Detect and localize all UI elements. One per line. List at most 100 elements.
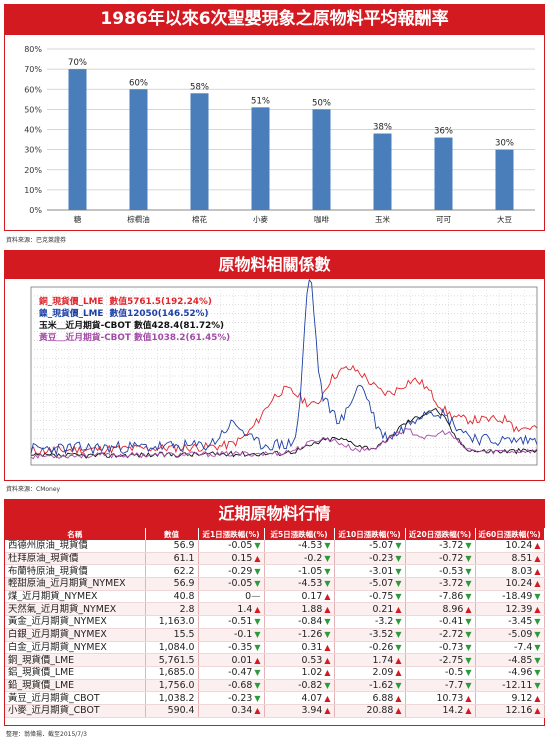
bar (190, 93, 209, 210)
commodity-name: 白金_近月期貨_NYMEX (5, 641, 146, 655)
bar (68, 69, 87, 210)
change-value: -1.26 (298, 629, 323, 641)
column-header: 近60日漲跌幅(%) (475, 528, 545, 540)
up-arrow-icon: ▲ (324, 655, 331, 665)
up-arrow-icon: ▲ (534, 706, 541, 716)
commodity-name: 杜拜原油_現貨價 (5, 552, 146, 566)
down-arrow-icon: ▼ (534, 642, 541, 652)
change-value: 1.4 (237, 603, 253, 615)
change-value: 0.15 (231, 553, 253, 565)
change-cell: -0.5 ▼ (405, 666, 476, 680)
change-cell: -4.85 ▼ (475, 653, 545, 667)
change-cell: 6.88 ▲ (334, 691, 406, 705)
footer-note: 整理：翁偉揚．截至2015/7/3 (6, 731, 87, 738)
change-value: -1.05 (298, 565, 323, 577)
y-tick-label: 60% (24, 85, 42, 94)
change-value: 0.17 (301, 591, 323, 603)
column-header: 近5日漲跌幅(%) (264, 528, 335, 540)
commodity-name: 鋁_現貨價_LME (5, 666, 146, 680)
change-value: 0.34 (231, 705, 253, 717)
change-cell: -2.72 ▼ (405, 628, 476, 642)
line-chart (30, 279, 538, 466)
change-cell: -3.72 ▼ (405, 577, 476, 591)
change-cell: 1.4 ▲ (198, 602, 265, 617)
chart-legend: 銅_現貨價_LME 數值5761.5(192.24%) 鎳_現貨價_LME 數值… (39, 296, 230, 344)
commodity-value: 590.4 (145, 704, 199, 718)
down-arrow-icon: ▼ (534, 655, 541, 665)
legend-entry: 黃豆＿近月期貨-CBOT 數值1038.2(61.45%) (39, 333, 231, 343)
table-row: 布蘭特原油_現貨價 62.2 -0.29 ▼ -1.05 ▼ -3.01 ▼ -0.53 ▼ 8.0… (5, 564, 545, 579)
commodity-name: 布蘭特原油_現貨價 (5, 564, 146, 579)
down-arrow-icon: ▼ (465, 617, 472, 627)
change-value: -4.85 (508, 654, 533, 666)
change-value: 0.53 (301, 654, 323, 666)
y-tick-label: 10% (24, 186, 42, 195)
down-arrow-icon: ▼ (254, 630, 261, 640)
change-value: -7.4 (514, 641, 533, 653)
bar (251, 107, 270, 210)
x-tick-label: 玉米 (375, 214, 390, 224)
change-value: -5.07 (369, 540, 394, 552)
change-cell: -0.47 ▼ (198, 666, 265, 680)
up-arrow-icon: ▲ (254, 604, 261, 614)
column-header: 數值 (145, 528, 199, 540)
y-tick-label: 20% (24, 166, 42, 175)
change-cell: -4.53 ▼ (264, 577, 335, 591)
down-arrow-icon: ▼ (395, 541, 402, 551)
change-cell: -1.62 ▼ (334, 679, 406, 693)
up-arrow-icon: ▲ (534, 554, 541, 564)
y-tick-label: 80% (24, 45, 42, 54)
change-value: 10.24 (505, 540, 533, 552)
change-value: -3.72 (439, 578, 464, 590)
change-cell: 0.34 ▲ (198, 704, 265, 718)
down-arrow-icon: ▼ (324, 680, 331, 690)
change-value: -0.53 (439, 565, 464, 577)
change-value: -0.51 (228, 616, 253, 628)
table-row: 西德州原油_現貨價 56.9 -0.05 ▼ -4.53 ▼ -5.07 ▼ -3.72 ▼ 10.… (5, 540, 545, 553)
change-value: -4.53 (298, 540, 323, 552)
change-value: -0.23 (228, 692, 253, 704)
change-value: -4.96 (508, 667, 533, 679)
change-value: -4.53 (298, 578, 323, 590)
commodity-value: 1,685.0 (145, 666, 199, 680)
x-tick-label: 棕櫚油 (127, 214, 150, 224)
change-value: 20.88 (366, 705, 394, 717)
change-value: -18.49 (502, 591, 533, 603)
up-arrow-icon: ▲ (254, 554, 261, 564)
change-value: -3.72 (439, 540, 464, 552)
change-value: -0.75 (369, 591, 394, 603)
change-value: -0.84 (298, 616, 323, 628)
change-cell: -0.41 ▼ (405, 615, 476, 629)
bar (434, 137, 453, 210)
down-arrow-icon: ▼ (395, 592, 402, 602)
up-arrow-icon: ▲ (324, 604, 331, 614)
down-arrow-icon: ▼ (465, 642, 472, 652)
up-arrow-icon: ▲ (395, 706, 402, 716)
change-value: 1.88 (301, 603, 323, 615)
table-title: 近期原物料行情 (4, 499, 545, 528)
change-cell: -3.01 ▼ (334, 564, 406, 579)
y-tick-label: 30% (24, 146, 42, 155)
data-label: 50% (312, 98, 331, 108)
up-arrow-icon: ▲ (395, 693, 402, 703)
change-cell: 1.74 ▲ (334, 653, 406, 667)
commodity-value: 2.8 (145, 602, 199, 617)
down-arrow-icon: ▼ (254, 693, 261, 703)
change-cell: -3.52 ▼ (334, 628, 406, 642)
down-arrow-icon: ▼ (465, 554, 472, 564)
series-line (30, 279, 538, 457)
change-cell: -0.26 ▼ (334, 641, 406, 655)
commodity-name: 西德州原油_現貨價 (5, 540, 146, 553)
bar-chart-title: 1986年以來6次聖嬰現象之原物料平均報酬率 (4, 4, 545, 35)
x-tick-label: 咖啡 (314, 214, 329, 224)
change-cell: -0.23 ▼ (334, 552, 406, 566)
change-cell: 1.88 ▲ (264, 602, 335, 617)
bar-chart-source: 資料來源：巴克萊證券 (6, 237, 67, 244)
change-value: -7.7 (445, 679, 464, 691)
change-cell: 0.53 ▲ (264, 653, 335, 667)
up-arrow-icon: ▲ (534, 693, 541, 703)
down-arrow-icon: ▼ (465, 668, 472, 678)
down-arrow-icon: ▼ (324, 617, 331, 627)
down-arrow-icon: ▼ (395, 680, 402, 690)
change-cell: 12.16 ▲ (475, 704, 545, 718)
